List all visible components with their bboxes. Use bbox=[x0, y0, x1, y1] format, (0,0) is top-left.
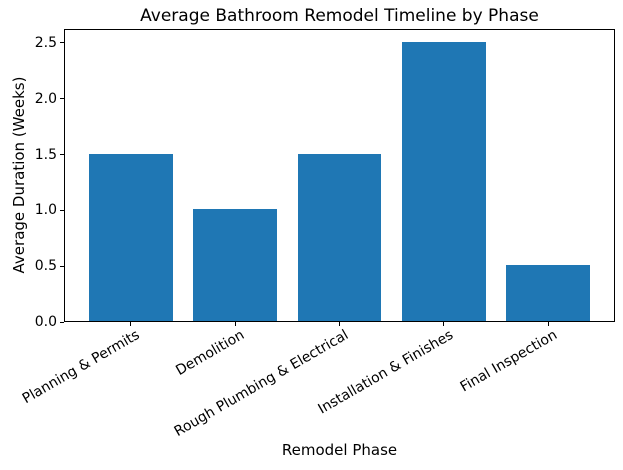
bar-4 bbox=[402, 41, 486, 321]
y-tick-label: 2.5 bbox=[34, 34, 57, 51]
y-tick-label: 0.0 bbox=[34, 314, 57, 330]
bar-3 bbox=[297, 153, 382, 321]
y-tick-label: 1.5 bbox=[34, 146, 57, 163]
x-axis-label: Remodel Phase bbox=[281, 441, 398, 459]
bar-5 bbox=[506, 265, 590, 321]
y-tick-mark bbox=[60, 321, 64, 323]
x-tick-mark bbox=[547, 322, 549, 326]
bar-1 bbox=[89, 153, 173, 321]
x-tick-label: Planning & Permits bbox=[20, 327, 143, 408]
x-tick-label: Final Inspection bbox=[457, 327, 561, 396]
y-tick-mark bbox=[60, 209, 64, 211]
y-tick-mark bbox=[60, 98, 64, 100]
x-tick-mark bbox=[234, 322, 236, 326]
x-tick-label: Demolition bbox=[173, 327, 248, 379]
y-tick-label: 0.5 bbox=[34, 258, 57, 275]
y-axis-label: Average Duration (Weeks) bbox=[10, 76, 28, 274]
plot-area bbox=[64, 29, 615, 322]
x-tick-label: Rough Plumbing & Electrical bbox=[171, 327, 352, 441]
y-tick-mark bbox=[60, 154, 64, 156]
chart-title: Average Bathroom Remodel Timeline by Pha… bbox=[140, 6, 539, 26]
x-tick-mark bbox=[130, 322, 132, 326]
y-tick-label: 1.0 bbox=[34, 202, 57, 219]
y-tick-mark bbox=[60, 265, 64, 267]
y-tick-label: 2.0 bbox=[34, 90, 57, 107]
x-tick-mark bbox=[339, 322, 340, 326]
y-tick-mark bbox=[60, 42, 64, 44]
x-tick-mark bbox=[443, 322, 445, 326]
bar-2 bbox=[193, 209, 277, 321]
